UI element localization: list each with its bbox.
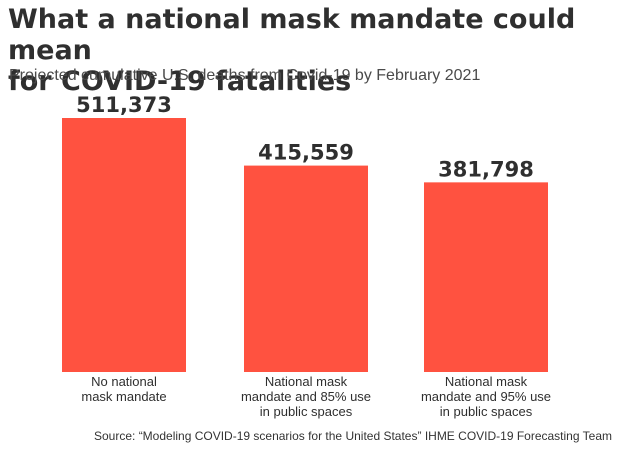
category-label-3: National mask mandate and 95% use in publi… bbox=[421, 374, 551, 419]
chart-subtitle: Projected cumulative U.S. deaths from Co… bbox=[9, 67, 481, 84]
category-label-1-line-1: No national bbox=[91, 374, 157, 389]
chart-title: What a national mask mandate could mean … bbox=[8, 4, 612, 97]
data-label-1: 511,373 bbox=[76, 93, 172, 117]
bar-1 bbox=[62, 118, 186, 372]
chart-title-line-1: What a national mask mandate could mean bbox=[8, 4, 576, 66]
category-label-3-line-2: mandate and 95% use bbox=[421, 389, 551, 404]
bar-3 bbox=[424, 182, 548, 372]
category-label-2: National mask mandate and 85% use in publi… bbox=[241, 374, 371, 419]
category-label-2-line-2: mandate and 85% use bbox=[241, 389, 371, 404]
category-label-2-line-1: National mask bbox=[265, 374, 348, 389]
data-label-3: 381,798 bbox=[438, 157, 534, 181]
category-label-3-line-3: in public spaces bbox=[440, 404, 533, 419]
category-label-1: No national mask mandate bbox=[81, 374, 166, 404]
data-label-2: 415,559 bbox=[258, 141, 354, 165]
category-label-3-line-1: National mask bbox=[445, 374, 528, 389]
category-label-1-line-2: mask mandate bbox=[81, 389, 166, 404]
source-note: Source: “Modeling COVID-19 scenarios for… bbox=[94, 429, 612, 443]
bar-2 bbox=[244, 165, 368, 372]
category-label-2-line-3: in public spaces bbox=[260, 404, 353, 419]
chart-title-line-2: for COVID-19 fatalities bbox=[8, 66, 352, 97]
